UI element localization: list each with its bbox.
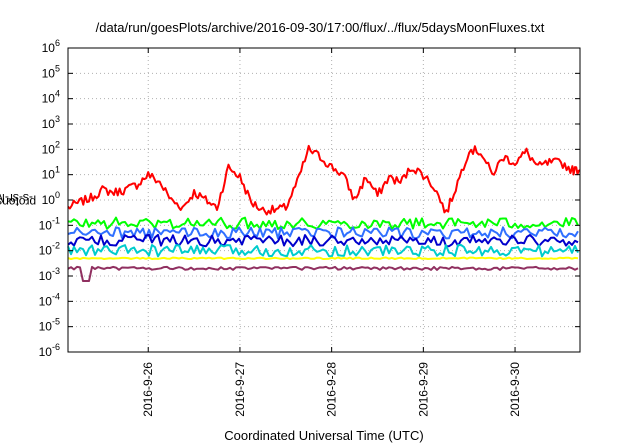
y-axis-ticks: 10-6 10-5 10-4 10-3 10-2 10-1 100 101 102 103 104 1… bbox=[39, 38, 580, 359]
series-line bbox=[67, 233, 579, 248]
y-tick-label: 10-3 bbox=[39, 266, 60, 283]
y-tick-label: 10-5 bbox=[39, 317, 60, 334]
series-line bbox=[67, 226, 579, 240]
x-tick-label: 2016-9-30 bbox=[508, 362, 522, 417]
series-line bbox=[67, 144, 581, 216]
series-line bbox=[67, 256, 579, 260]
y-tick-label: 10-4 bbox=[39, 291, 60, 308]
y-tick-label: 104 bbox=[42, 89, 60, 106]
y-tick-label: 106 bbox=[42, 38, 60, 55]
x-tick-label: 2016-9-27 bbox=[233, 362, 247, 417]
series-line bbox=[67, 265, 579, 282]
chart-title: /data/run/goesPlots/archive/2016-09-30/1… bbox=[95, 20, 545, 35]
series-line bbox=[67, 244, 579, 258]
grid-lines bbox=[68, 48, 580, 352]
series-line bbox=[67, 216, 579, 230]
y-tick-label: 105 bbox=[42, 63, 60, 80]
y-tick-label: 10-1 bbox=[39, 215, 60, 232]
x-tick-label: 2016-9-29 bbox=[416, 362, 430, 417]
y-tick-label: 10-6 bbox=[39, 342, 60, 359]
series-group bbox=[67, 144, 581, 282]
y-tick-label: 101 bbox=[42, 165, 60, 182]
x-axis-ticks: 2016-9-26 2016-9-27 2016-9-28 2016-9-29 2016… bbox=[141, 48, 522, 417]
x-tick-label: 2016-9-26 bbox=[141, 362, 155, 417]
y-tick-label: 100 bbox=[42, 190, 60, 207]
x-axis-label: Coordinated Universal Time (UTC) bbox=[224, 428, 424, 443]
y-tick-label: 102 bbox=[42, 139, 60, 156]
y-tick-label: 103 bbox=[42, 114, 60, 131]
x-tick-label: 2016-9-28 bbox=[325, 362, 339, 417]
y-tick-label: 10-2 bbox=[39, 241, 60, 258]
